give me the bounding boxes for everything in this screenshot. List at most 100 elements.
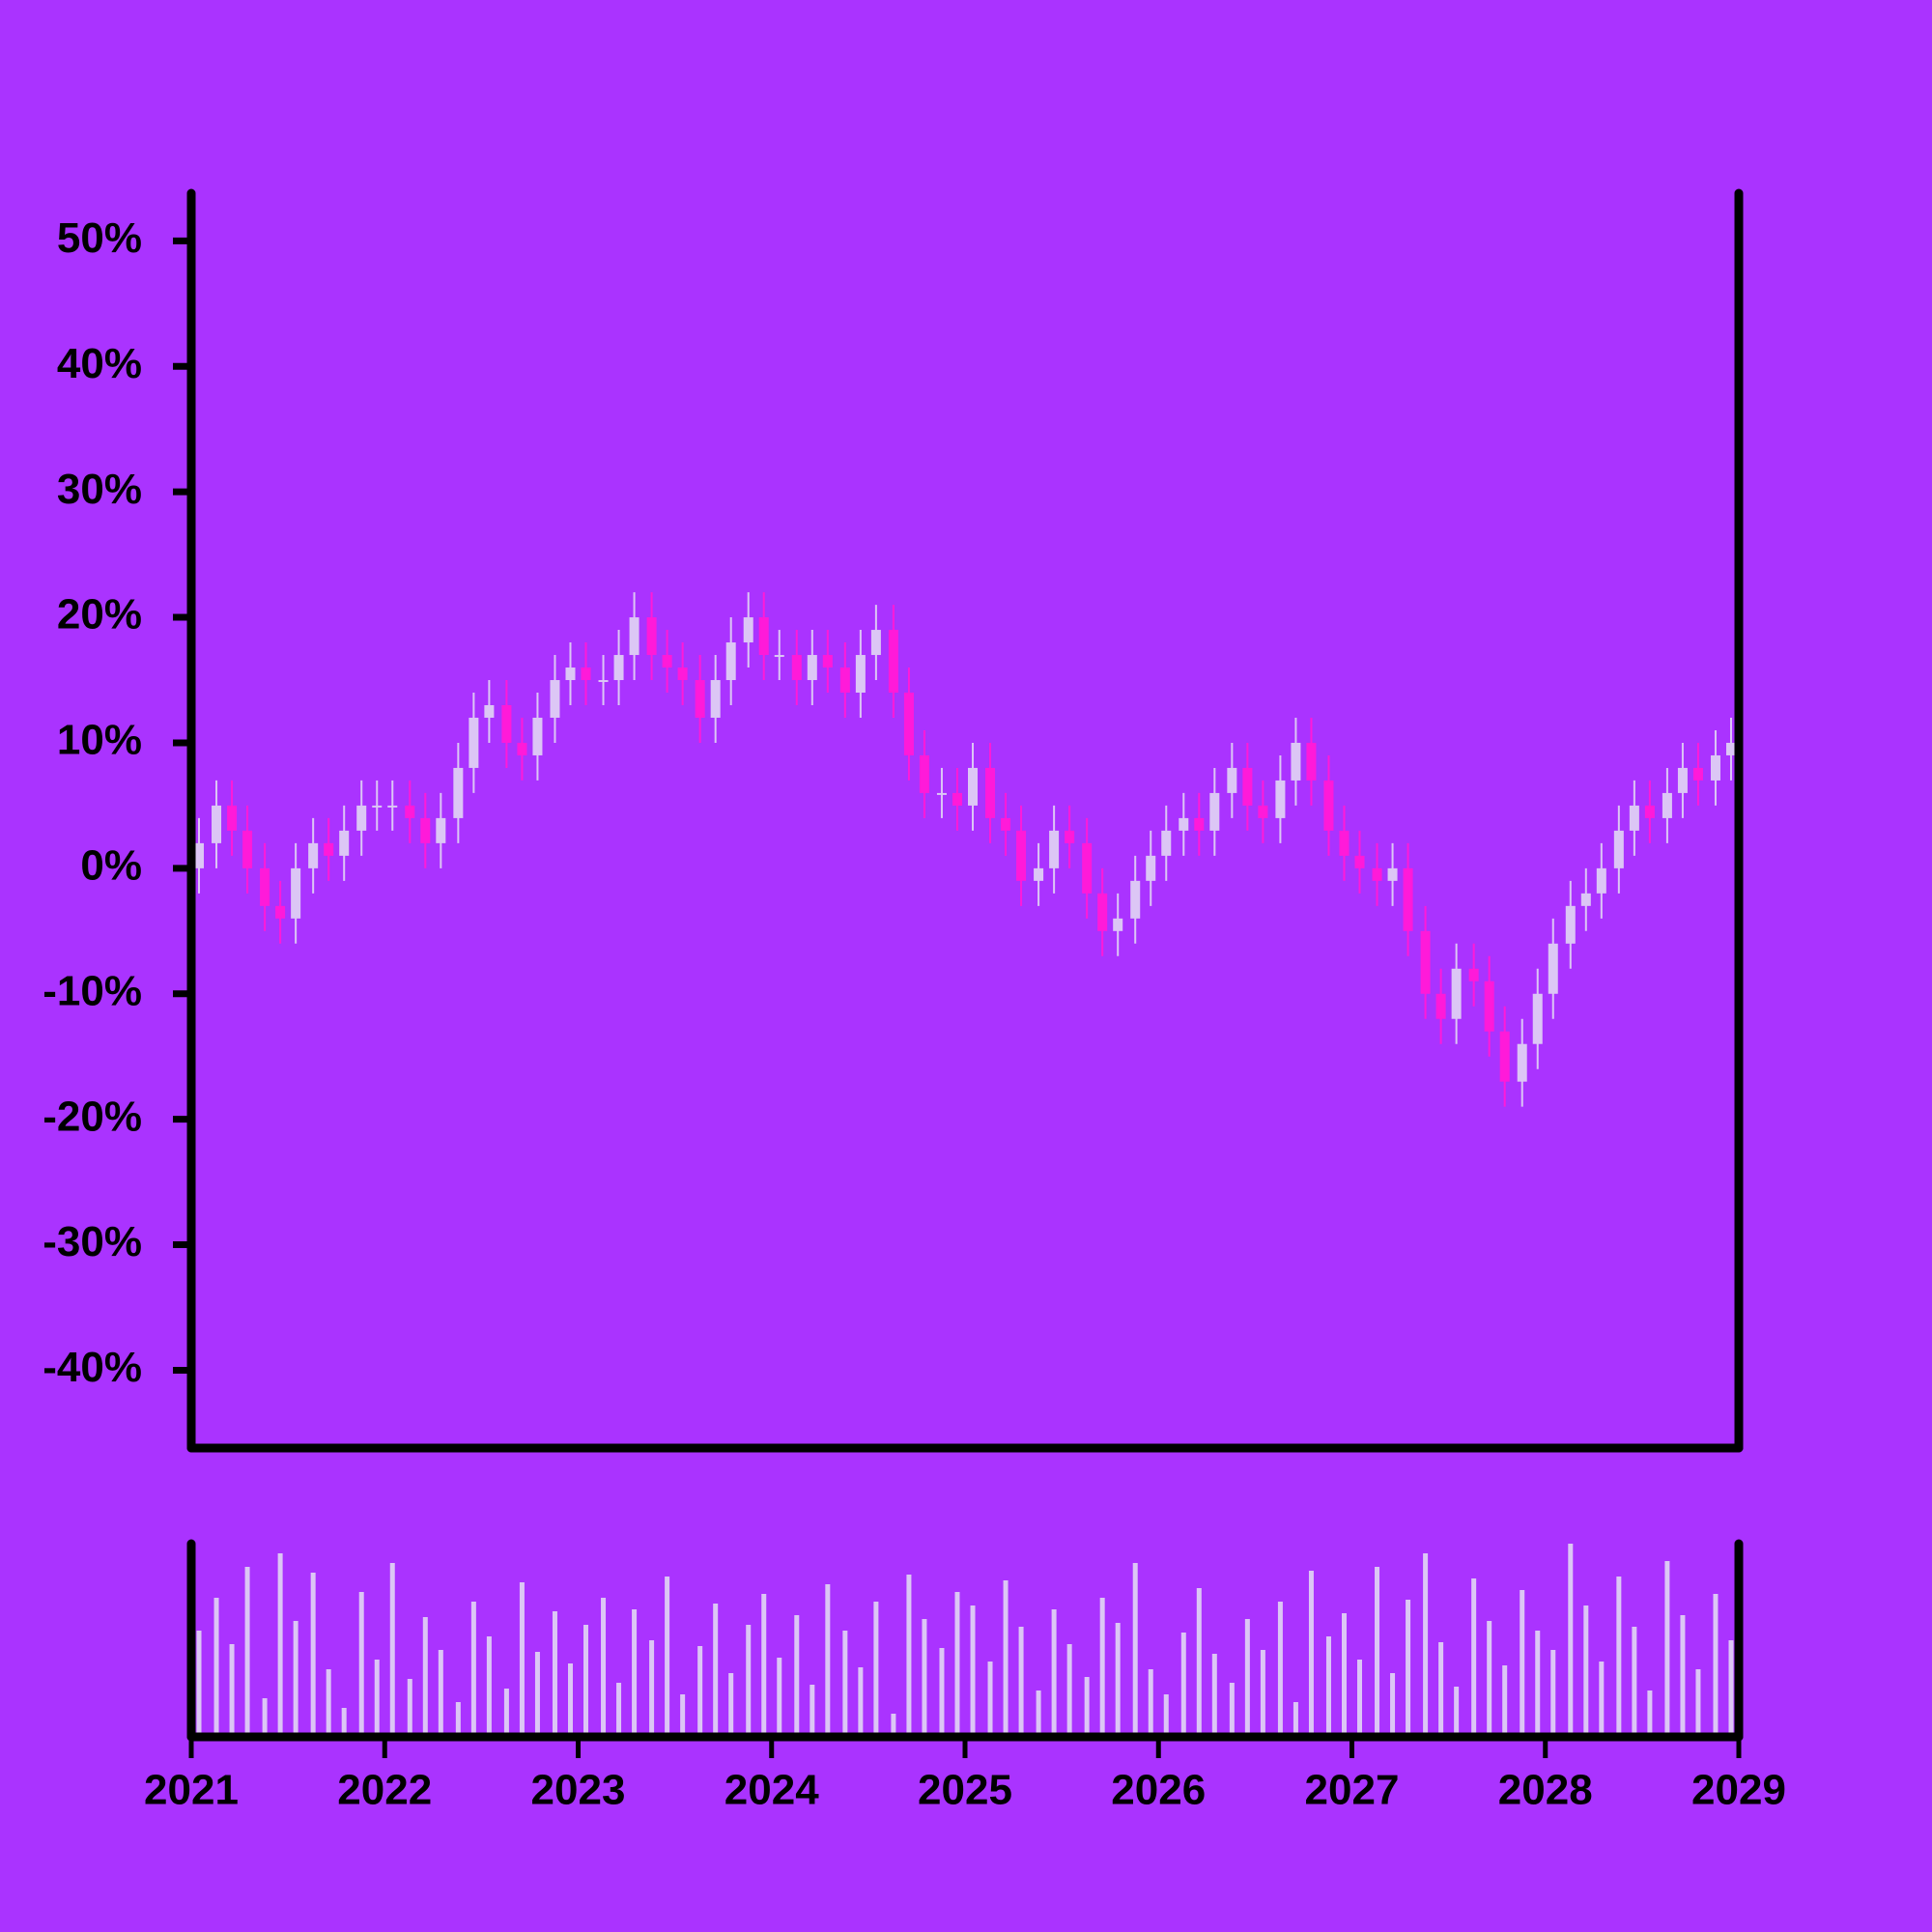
candle-body bbox=[1194, 817, 1205, 831]
candle-body bbox=[1082, 842, 1093, 894]
volume-bar bbox=[1229, 1683, 1235, 1737]
candle-body bbox=[968, 767, 979, 806]
y-tick-label: 0% bbox=[80, 841, 142, 889]
volume-bar bbox=[970, 1605, 976, 1737]
volume-bar bbox=[244, 1567, 250, 1737]
volume-bar bbox=[858, 1667, 864, 1737]
volume-bar bbox=[1357, 1660, 1363, 1737]
volume-bar bbox=[1568, 1544, 1574, 1737]
candle-body bbox=[1517, 1043, 1527, 1082]
x-tick-label: 2025 bbox=[918, 1767, 1012, 1814]
volume-bar bbox=[1728, 1640, 1734, 1737]
volume-bar bbox=[1180, 1633, 1186, 1737]
volume-bar bbox=[341, 1708, 347, 1737]
candle-body bbox=[1258, 805, 1268, 818]
y-tick-label: 40% bbox=[57, 340, 142, 387]
candle-body bbox=[1291, 742, 1301, 781]
candle-body bbox=[662, 655, 672, 668]
volume-bar bbox=[326, 1669, 331, 1737]
volume-bar bbox=[1390, 1673, 1396, 1737]
candle-body bbox=[677, 668, 688, 681]
volume-bar bbox=[1664, 1561, 1670, 1737]
candle-body bbox=[1692, 767, 1703, 781]
candle-body bbox=[870, 630, 881, 656]
volume-bar bbox=[777, 1658, 782, 1737]
candle-body bbox=[1420, 930, 1431, 994]
candle-body bbox=[1016, 830, 1027, 881]
volume-bar bbox=[697, 1646, 703, 1737]
candle-body bbox=[1227, 767, 1237, 793]
y-tick-label: 30% bbox=[57, 466, 142, 513]
candle-body bbox=[1548, 943, 1558, 994]
volume-bar bbox=[906, 1575, 912, 1737]
candle-body bbox=[1049, 830, 1060, 868]
candle-body bbox=[291, 867, 301, 919]
volume-bar bbox=[601, 1598, 607, 1737]
candle-body bbox=[1580, 893, 1591, 906]
candle-body bbox=[1468, 968, 1479, 981]
x-tick-label: 2024 bbox=[724, 1767, 819, 1814]
y-tick-label: 50% bbox=[57, 214, 142, 262]
candle-body bbox=[356, 805, 367, 831]
candle-body bbox=[453, 767, 464, 818]
candle-body bbox=[194, 842, 205, 868]
volume-bar bbox=[470, 1602, 476, 1737]
volume-bar bbox=[1115, 1623, 1121, 1737]
candle-body bbox=[1242, 767, 1253, 806]
volume-bar bbox=[1375, 1567, 1380, 1737]
volume-bar bbox=[616, 1683, 622, 1737]
volume-bar bbox=[761, 1594, 767, 1737]
x-tick-label: 2021 bbox=[144, 1767, 239, 1814]
candle-body bbox=[1677, 767, 1688, 793]
volume-bar bbox=[1647, 1690, 1653, 1737]
volume-bar bbox=[1550, 1650, 1556, 1737]
volume-bar bbox=[552, 1611, 557, 1737]
volume-bar bbox=[1502, 1665, 1508, 1737]
candle-body bbox=[387, 805, 398, 808]
volume-bar bbox=[1132, 1563, 1138, 1737]
candle-body bbox=[936, 792, 947, 795]
volume-bar bbox=[987, 1662, 993, 1737]
candle-body bbox=[822, 655, 833, 668]
candle-body bbox=[725, 642, 736, 681]
candle-body bbox=[1339, 830, 1350, 856]
volume-bar bbox=[825, 1584, 831, 1737]
candle-body bbox=[952, 792, 962, 806]
y-tick-label: -20% bbox=[43, 1093, 142, 1140]
volume-bar bbox=[455, 1702, 461, 1737]
volume-bar bbox=[1406, 1600, 1411, 1737]
candle-body bbox=[1034, 867, 1044, 881]
candle-body bbox=[807, 655, 817, 681]
candle-body bbox=[903, 693, 914, 755]
candle-body bbox=[1387, 867, 1398, 881]
candle-body bbox=[743, 617, 753, 643]
volume-bar bbox=[1308, 1571, 1314, 1737]
candle-body bbox=[629, 617, 639, 656]
candle-body bbox=[1209, 792, 1220, 831]
volume-bar bbox=[746, 1625, 752, 1737]
candle-body bbox=[1451, 968, 1462, 1019]
candle-body bbox=[1354, 855, 1365, 868]
volume-bar bbox=[1244, 1619, 1250, 1737]
volume-bar bbox=[810, 1685, 815, 1737]
volume-bar bbox=[1260, 1650, 1265, 1737]
volume-bar bbox=[277, 1553, 283, 1737]
candle-body bbox=[1484, 980, 1494, 1032]
candle-body bbox=[532, 717, 543, 755]
candle-body bbox=[436, 817, 446, 843]
candle-body bbox=[1565, 905, 1576, 944]
volume-bar bbox=[1713, 1594, 1719, 1737]
volume-bar bbox=[1616, 1577, 1622, 1737]
volume-bar bbox=[873, 1602, 879, 1737]
candle-body bbox=[1629, 805, 1639, 831]
candle-body bbox=[1644, 805, 1655, 818]
candle-body bbox=[855, 655, 866, 694]
candle-body bbox=[1323, 780, 1334, 831]
candle-body bbox=[501, 704, 512, 743]
volume-bar bbox=[1520, 1590, 1525, 1737]
volume-bar bbox=[1018, 1627, 1024, 1737]
candle-body bbox=[985, 767, 996, 818]
candle-body bbox=[1725, 742, 1736, 755]
candle-body bbox=[1435, 993, 1446, 1019]
volume-bar bbox=[665, 1577, 670, 1737]
